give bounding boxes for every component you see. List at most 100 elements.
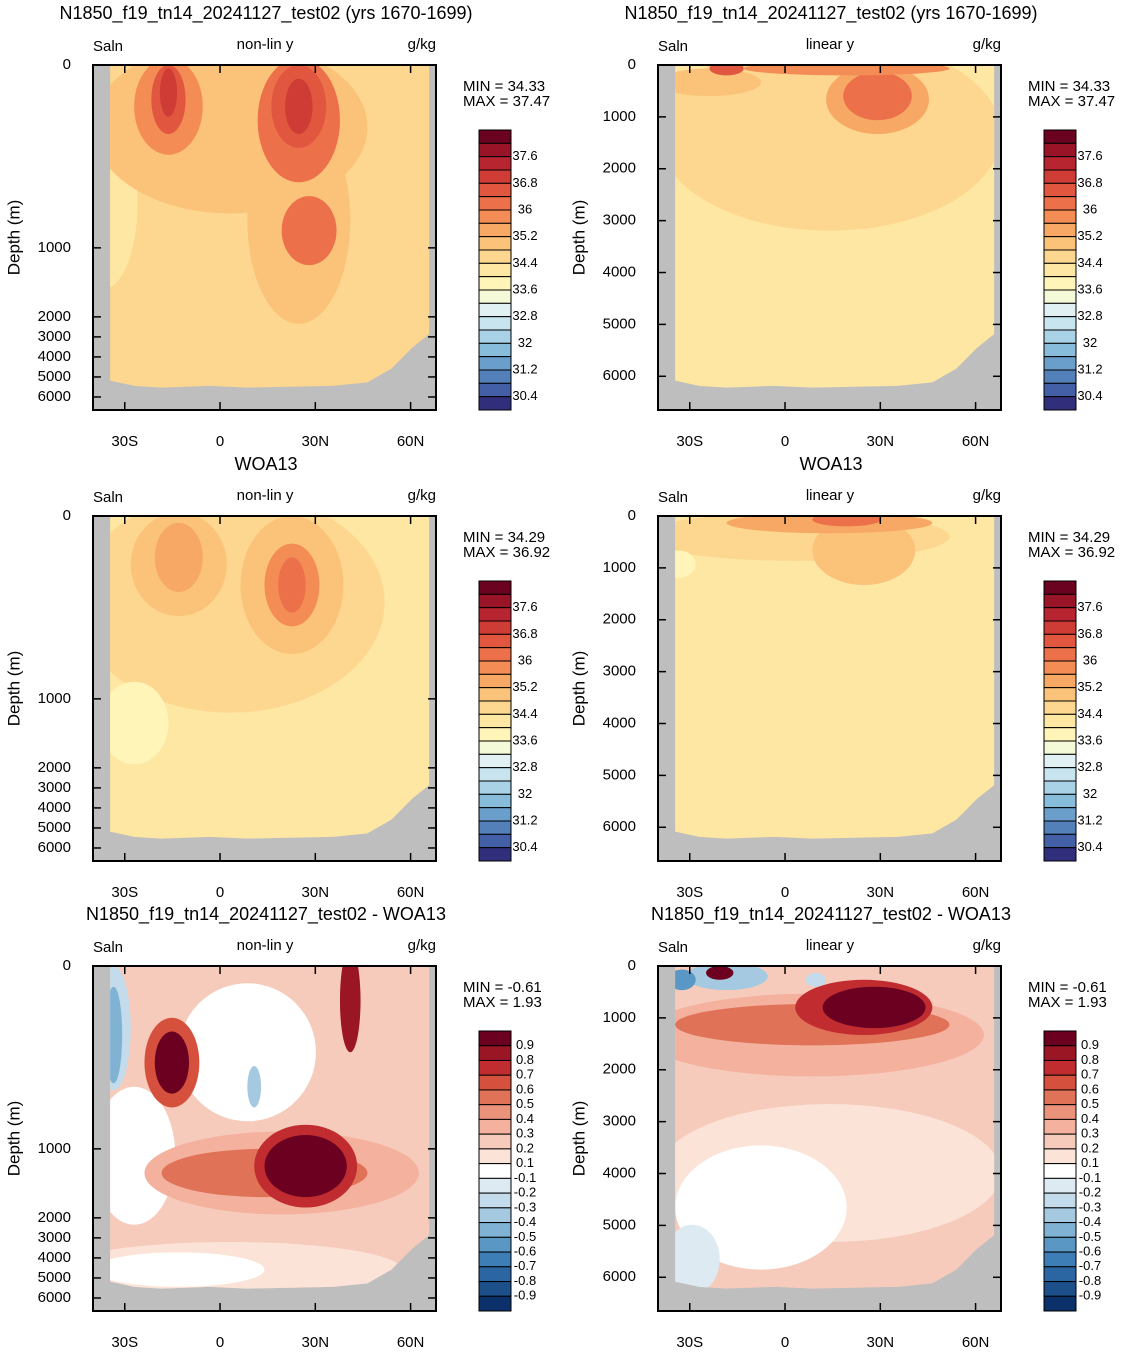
y-tick-label: 2000 (38, 1209, 71, 1226)
colorbar-box (1043, 807, 1077, 822)
colorbar-box (478, 700, 512, 715)
colorbar-label: 0.7 (516, 1067, 534, 1082)
colorbar-label: 35.2 (512, 228, 537, 243)
colorbar-box (478, 727, 512, 742)
colorbar-box (1043, 342, 1077, 358)
colorbar-box (478, 222, 512, 238)
panel-title: N1850_f19_tn14_20241127_test02 - WOA13 (651, 904, 1011, 925)
colorbar-box (1043, 793, 1077, 809)
x-tick-label: 30N (302, 433, 330, 450)
contour-fill (843, 71, 912, 121)
y-tick-label: 1000 (38, 239, 71, 256)
y-axis-title: Depth (m) (4, 1101, 23, 1177)
panel: N1850_f19_tn14_20241127_test02 - WOA13 Sa… (569, 904, 1106, 1351)
colorbar-box (1043, 593, 1077, 609)
colorbar-box (478, 740, 512, 755)
y-axis-title: Depth (m) (4, 651, 23, 727)
colorbar-box (478, 620, 512, 635)
colorbar-label: 0.8 (1081, 1052, 1099, 1067)
colorbar-box (1043, 1295, 1077, 1312)
colorbar-box (478, 793, 512, 809)
y-tick-label: 1000 (38, 690, 71, 707)
colorbar-label: 32.8 (1077, 759, 1102, 774)
colorbar-label: 0.6 (1081, 1081, 1099, 1096)
colorbar-box (478, 396, 512, 411)
contour-fill (675, 68, 761, 97)
contour-fill (247, 1066, 262, 1108)
colorbar-box (1043, 647, 1077, 662)
colorbar-box (1043, 660, 1077, 675)
y-tick-label: 2000 (603, 1061, 636, 1078)
panel-title: WOA13 (234, 454, 297, 474)
variable-label: Saln (658, 939, 688, 956)
stat-label: MAX = 36.92 (463, 544, 550, 561)
y-tick-label: 3000 (603, 212, 636, 229)
colorbar-box (1043, 142, 1077, 158)
colorbar-box (1043, 169, 1077, 184)
y-tick-label: 5000 (603, 315, 636, 332)
colorbar-label: 33.6 (512, 732, 537, 747)
colorbar-box (478, 647, 512, 662)
scale-label: linear y (806, 487, 855, 504)
y-tick-label: 3000 (38, 1229, 71, 1246)
x-tick-label: 60N (397, 433, 425, 450)
colorbar-label: 36.8 (512, 626, 537, 641)
contour-fill (281, 196, 337, 266)
colorbar-box (478, 1148, 512, 1165)
colorbar-box (1043, 1045, 1077, 1061)
contour-fill (805, 972, 827, 987)
colorbar-box (478, 713, 512, 729)
y-tick-label: 0 (628, 56, 636, 73)
colorbar-label: 0.2 (516, 1140, 534, 1155)
units-label: g/kg (973, 937, 1001, 954)
colorbar-label: 37.6 (512, 599, 537, 614)
y-axis-title: Depth (m) (569, 1101, 588, 1177)
x-tick-label: 30N (867, 1334, 895, 1351)
scale-label: linear y (806, 36, 855, 53)
colorbar-label: -0.3 (1079, 1199, 1101, 1214)
colorbar-box (478, 1104, 512, 1120)
colorbar-box (1043, 1030, 1077, 1047)
colorbar-label: -0.7 (1079, 1258, 1101, 1273)
y-tick-label: 2000 (38, 759, 71, 776)
plot-frame (92, 965, 437, 1312)
colorbar-box (1043, 1074, 1077, 1091)
colorbar-label: 31.2 (512, 361, 537, 376)
contour-fill (675, 1224, 720, 1289)
y-tick-label: 0 (628, 507, 636, 524)
colorbar-box (1043, 753, 1077, 769)
colorbar-box (478, 262, 512, 278)
panel: N1850_f19_tn14_20241127_test02 - WOA13 Sa… (4, 904, 541, 1351)
colorbar-box (1043, 1251, 1077, 1268)
x-tick-label: 30N (867, 884, 895, 901)
colorbar-box (1043, 1133, 1077, 1150)
units-label: g/kg (973, 36, 1001, 53)
x-tick-label: 30N (302, 1334, 330, 1351)
x-tick-label: 30N (302, 884, 330, 901)
colorbar-label: 31.2 (1077, 812, 1102, 827)
colorbar-box (478, 236, 512, 251)
plot-frame (657, 515, 1002, 862)
colorbar-label: 32 (1083, 786, 1097, 801)
colorbar-box (1043, 276, 1077, 291)
colorbar-box (1043, 1118, 1077, 1135)
contour-field (675, 65, 995, 388)
colorbar-box (478, 687, 512, 702)
x-tick-label: 0 (216, 884, 224, 901)
contour-field (110, 516, 430, 839)
colorbar-box (1043, 620, 1077, 635)
colorbar-box (1043, 767, 1077, 782)
colorbar-label: 0.9 (1081, 1037, 1099, 1052)
y-tick-label: 5000 (38, 819, 71, 836)
y-tick-label: 2000 (38, 308, 71, 325)
colorbar-label: 0.4 (516, 1111, 534, 1126)
colorbar-box (1043, 396, 1077, 411)
colorbar-box (1043, 740, 1077, 755)
y-tick-label: 4000 (38, 348, 71, 365)
colorbar-label: 0.5 (516, 1096, 534, 1111)
contour-fill (743, 65, 950, 76)
y-tick-label: 4000 (38, 1249, 71, 1266)
colorbar-box (1043, 249, 1077, 264)
colorbar-label: -0.6 (1079, 1243, 1101, 1258)
y-tick-label: 6000 (603, 818, 636, 835)
